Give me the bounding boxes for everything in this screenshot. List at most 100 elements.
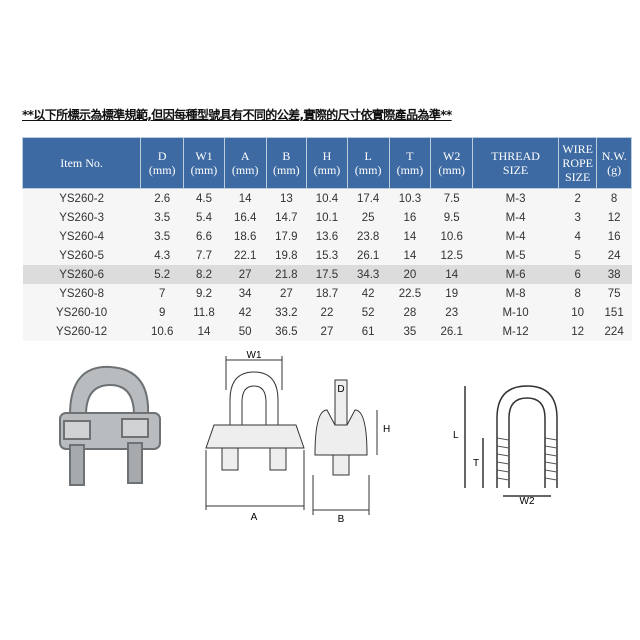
column-header: B (mm) — [265, 137, 308, 189]
column-header: H (mm) — [306, 137, 348, 189]
column-header: Item No. — [21, 137, 142, 189]
table-cell: 7 — [140, 284, 184, 303]
table-cell: 11.8 — [183, 303, 225, 322]
column-header: W2 (mm) — [430, 137, 474, 189]
clamp-front-diagram: W1 A — [205, 350, 305, 523]
table-cell: 6 — [558, 265, 597, 284]
table-cell: 151 — [596, 303, 632, 322]
table-cell: 9 — [140, 303, 184, 322]
header-label: THREAD — [491, 149, 540, 163]
table-cell: 3.5 — [140, 208, 184, 227]
table-cell: 18.6 — [224, 227, 267, 246]
column-header: D (mm) — [140, 137, 185, 189]
table-cell: 224 — [596, 322, 632, 341]
table-cell: 10.6 — [430, 227, 473, 246]
header-label: N.W. — [601, 149, 627, 163]
table-cell: 10.4 — [306, 188, 348, 208]
table-cell: 8.2 — [183, 265, 225, 284]
header-unit: (g) — [607, 163, 622, 177]
table-cell: 3.5 — [140, 227, 184, 246]
table-cell: 3 — [558, 208, 597, 227]
table-cell: M-12 — [472, 322, 559, 341]
table-cell: 16 — [389, 208, 431, 227]
table-row: YS260-12 10.6 14 50 36.5 27 61 35 26.1 M-12 12 224 — [22, 322, 632, 341]
table-cell: 10 — [558, 303, 597, 322]
table-cell: 7.7 — [183, 246, 225, 265]
table-cell: 23.8 — [347, 227, 390, 246]
table-cell: 6.6 — [183, 227, 225, 246]
table-cell: 19 — [430, 284, 473, 303]
table-row: YS260-4 3.5 6.6 18.6 17.9 13.6 23.8 14 10.6 M-4 4 1… — [22, 227, 632, 246]
table-cell: 19.8 — [266, 246, 307, 265]
table-cell: 24 — [596, 246, 632, 265]
header-unit: (mm) — [231, 163, 259, 177]
table-cell: 42 — [347, 284, 390, 303]
table-cell: 13.6 — [306, 227, 348, 246]
table-cell: M-8 — [472, 284, 559, 303]
header-label: H — [322, 149, 332, 163]
table-cell: YS260-4 — [22, 227, 141, 246]
header-unit: (mm) — [396, 163, 424, 177]
table-cell: 28 — [389, 303, 431, 322]
table-cell: 4.3 — [140, 246, 184, 265]
label-d: D — [337, 384, 344, 395]
table-cell: 12 — [596, 208, 632, 227]
header-unit: SIZE — [564, 170, 591, 184]
table-cell: YS260-12 — [22, 322, 141, 341]
header-unit: SIZE — [502, 163, 529, 177]
table-cell: 5.2 — [140, 265, 184, 284]
table-cell: 35 — [389, 322, 431, 341]
table-cell: 50 — [224, 322, 267, 341]
table-cell: 42 — [224, 303, 267, 322]
table-cell: 16.4 — [224, 208, 267, 227]
table-row: YS260-3 3.5 5.4 16.4 14.7 10.1 25 16 9.5 M-4 3 12 — [22, 208, 632, 227]
table-cell: 22 — [306, 303, 348, 322]
header-label: Item No. — [60, 156, 103, 170]
table-cell: 12 — [558, 322, 597, 341]
table-cell: YS260-2 — [22, 188, 141, 208]
u-bolt-diagram: L T W2 — [453, 385, 558, 507]
header-label: W2 — [443, 149, 461, 163]
table-cell: 14 — [389, 227, 431, 246]
table-cell: 5 — [558, 246, 597, 265]
table-cell: 25 — [347, 208, 390, 227]
header-label: D — [157, 149, 167, 163]
table-cell: 4 — [558, 227, 597, 246]
header-unit: (mm) — [190, 163, 218, 177]
table-cell: 14 — [430, 265, 473, 284]
table-cell: 12.5 — [430, 246, 473, 265]
table-cell: M-6 — [472, 265, 559, 284]
header-label: W1 — [195, 149, 213, 163]
table-cell: 21.8 — [266, 265, 307, 284]
table-row: YS260-10 9 11.8 42 33.2 22 52 28 23 M-10 10 151 — [22, 303, 632, 322]
table-cell: 4.5 — [183, 188, 225, 208]
header-unit: (mm) — [313, 163, 341, 177]
header-label: T — [406, 149, 414, 163]
table-cell: 7.5 — [430, 188, 473, 208]
table-cell: 9.5 — [430, 208, 473, 227]
label-l: L — [453, 430, 459, 441]
table-cell: 26.1 — [347, 246, 390, 265]
table-cell: 8 — [558, 284, 597, 303]
header-label: WIRE ROPE — [562, 142, 593, 170]
table-cell: 34.3 — [347, 265, 390, 284]
table-cell: 10.1 — [306, 208, 348, 227]
table-cell: 17.9 — [266, 227, 307, 246]
table-cell: 17.4 — [347, 188, 390, 208]
clamp-photo — [59, 365, 161, 486]
table-cell: 2.6 — [140, 188, 184, 208]
table-cell: 5.4 — [183, 208, 225, 227]
label-w1: W1 — [247, 350, 262, 361]
header-unit: (mm) — [438, 163, 466, 177]
table-row: YS260-2 2.6 4.5 14 13 10.4 17.4 10.3 7.5 M-3 2 8 — [22, 188, 632, 208]
header-label: A — [240, 149, 250, 163]
table-cell: 20 — [389, 265, 431, 284]
table-cell: M-10 — [472, 303, 559, 322]
table-cell: 8 — [596, 188, 632, 208]
disclaimer-title: **以下所標示為標準規範,但因每種型號具有不同的公差,實際的尺寸依實際產品為準*… — [22, 108, 452, 122]
table-cell: 22.5 — [389, 284, 431, 303]
table-cell: 14 — [389, 246, 431, 265]
table-cell: 27 — [266, 284, 307, 303]
column-header: THREAD SIZE — [472, 137, 560, 189]
table-cell: 15.3 — [306, 246, 348, 265]
